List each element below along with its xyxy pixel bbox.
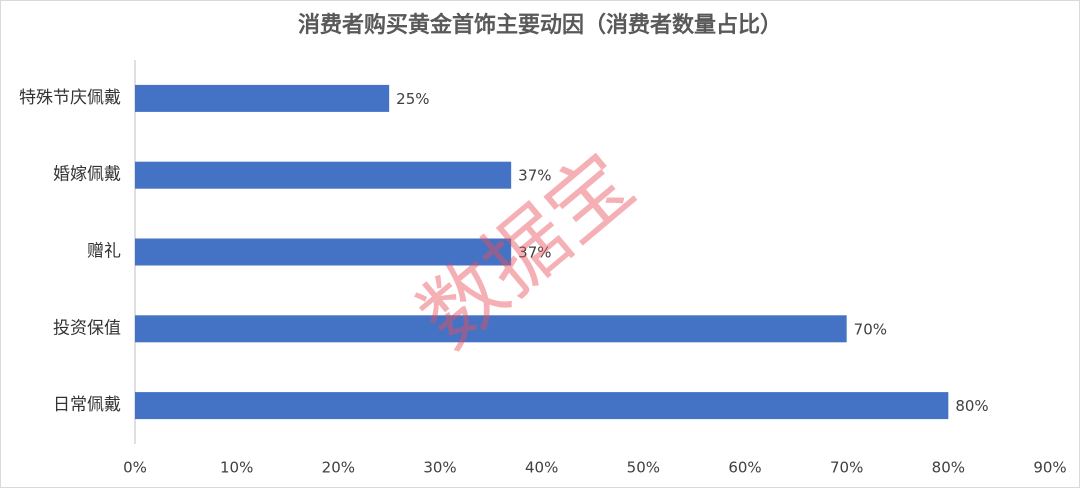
x-tick-label: 0% xyxy=(123,459,147,477)
value-label: 37% xyxy=(518,244,551,262)
x-tick-label: 90% xyxy=(1033,459,1066,477)
x-tick-label: 50% xyxy=(627,459,660,477)
y-tick-label: 赠礼 xyxy=(87,242,121,262)
x-tick-label: 80% xyxy=(932,459,965,477)
bar xyxy=(135,161,512,189)
value-label: 37% xyxy=(518,167,551,185)
bar xyxy=(135,392,949,420)
x-tick-label: 30% xyxy=(423,459,456,477)
chart-title: 消费者购买黄金首饰主要动因（消费者数量占比） xyxy=(298,12,782,38)
bar xyxy=(135,84,390,112)
y-tick-label: 婚嫁佩戴 xyxy=(53,165,121,185)
x-tick-label: 20% xyxy=(322,459,355,477)
x-tick-label: 60% xyxy=(728,459,761,477)
value-label: 25% xyxy=(396,90,429,108)
y-tick-label: 日常佩戴 xyxy=(53,395,121,415)
x-tick-label: 40% xyxy=(525,459,558,477)
value-label: 80% xyxy=(955,397,988,415)
bar xyxy=(135,238,512,266)
y-tick-label: 特殊节庆佩戴 xyxy=(19,88,121,108)
x-tick-label: 70% xyxy=(830,459,863,477)
value-label: 70% xyxy=(854,320,887,338)
bar xyxy=(135,315,847,343)
x-tick-label: 10% xyxy=(220,459,253,477)
y-tick-label: 投资保值 xyxy=(53,318,121,338)
